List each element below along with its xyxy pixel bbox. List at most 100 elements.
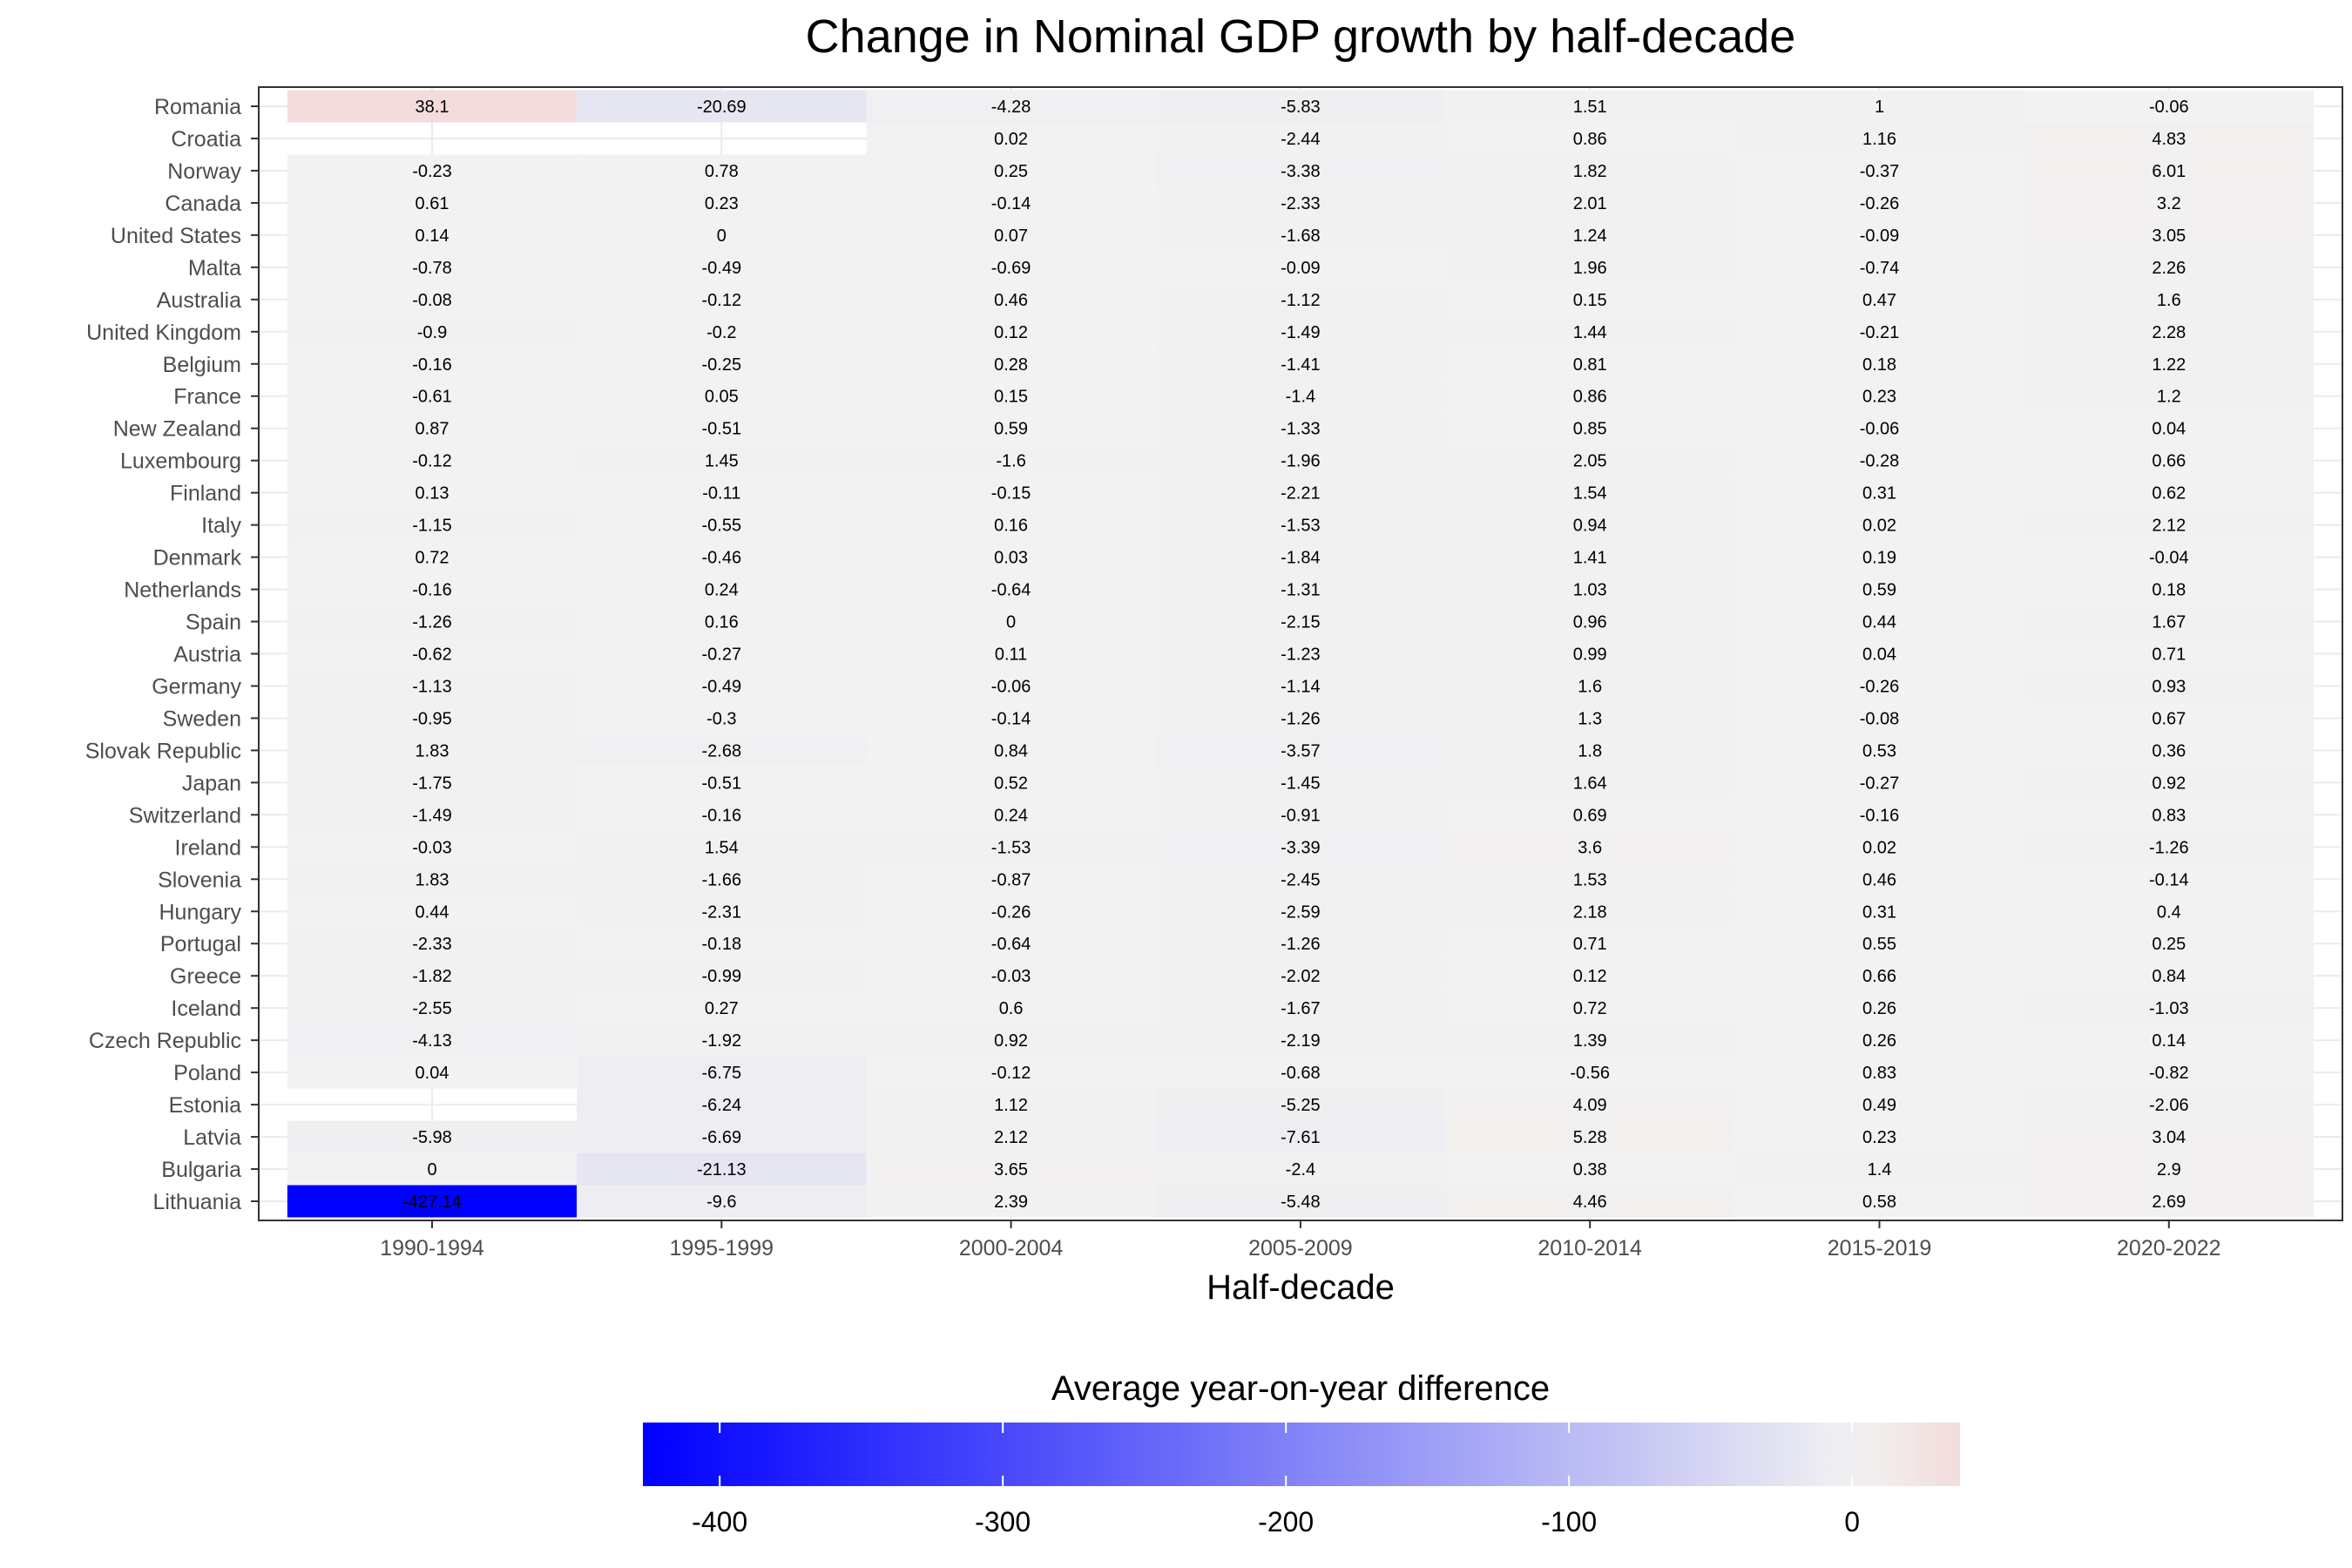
heatmap-cell [2024, 509, 2314, 542]
legend-tick-label: -300 [975, 1506, 1031, 1538]
cell-value-label: 0.46 [994, 291, 1028, 310]
heatmap-cell [1155, 573, 1446, 606]
heatmap-cell [866, 669, 1156, 702]
cell-value-label: 2.01 [1573, 194, 1607, 213]
heatmap-cell [1155, 251, 1446, 284]
cell-value-label: -2.4 [1286, 1160, 1315, 1179]
heatmap-cell [866, 1120, 1156, 1153]
heatmap-cell [1734, 959, 2024, 992]
cell-value-label: -21.13 [697, 1160, 747, 1179]
y-tick-label: Czech Republic [89, 1029, 241, 1053]
cell-value-label: 0.03 [994, 549, 1028, 568]
cell-value-label: -2.59 [1281, 902, 1321, 922]
cell-value-label: 0.71 [2152, 645, 2186, 665]
heatmap-cell [2024, 638, 2314, 670]
cell-value-label: -0.03 [991, 967, 1031, 986]
heatmap-cell [287, 605, 578, 639]
heatmap-cell [2024, 283, 2314, 316]
cell-value-label: 0 [1006, 613, 1016, 632]
heatmap-cell [1155, 154, 1446, 187]
heatmap-cell [1734, 476, 2024, 510]
cell-value-label: 1.24 [1573, 226, 1607, 246]
heatmap-cell [577, 605, 867, 639]
cell-value-label: -0.06 [2149, 98, 2189, 117]
cell-value-label: -0.49 [702, 259, 742, 278]
heatmap-cell [1445, 1152, 1735, 1186]
cell-value-label: -7.61 [1281, 1128, 1321, 1147]
cell-value-label: -0.09 [1281, 259, 1321, 278]
heatmap-cell [866, 412, 1156, 445]
heatmap-cell [1734, 219, 2024, 252]
heatmap-cell [1155, 669, 1446, 702]
cell-value-label: -0.55 [702, 517, 742, 536]
heatmap-cell [2024, 669, 2314, 702]
cell-value-label: 0.92 [2152, 774, 2186, 793]
cell-value-label: 0.05 [705, 388, 739, 407]
cell-value-label: 0.14 [2152, 1031, 2186, 1051]
heatmap-cell [2024, 927, 2314, 960]
cell-value-label: -0.51 [702, 420, 742, 439]
cell-value-label: 0.66 [2152, 452, 2186, 471]
cell-value-label: -1.26 [1281, 709, 1321, 728]
y-tick-label: Denmark [153, 546, 242, 571]
heatmap-cell [1155, 927, 1446, 960]
heatmap-cell [1734, 798, 2024, 831]
cell-value-label: -3.39 [1281, 838, 1321, 857]
cell-value-label: -2.06 [2149, 1096, 2189, 1115]
heatmap-cell [577, 380, 867, 413]
cell-value-label: 0.18 [2152, 581, 2186, 600]
cell-value-label: 0.84 [994, 741, 1028, 760]
cell-value-label: -1.49 [412, 806, 452, 825]
cell-value-label: 0.26 [1862, 1031, 1896, 1051]
cell-value-label: -0.9 [417, 323, 447, 342]
cell-value-label: 0.24 [994, 806, 1028, 825]
legend-color-bar [643, 1423, 1960, 1486]
legend-tick-label: -400 [692, 1506, 747, 1538]
heatmap-cell [866, 766, 1156, 799]
cell-value-label: 0.72 [416, 549, 449, 568]
x-tick-label: 2005-2009 [1248, 1236, 1353, 1260]
heatmap-cell [577, 638, 867, 670]
cell-value-label: 0.26 [1862, 999, 1896, 1018]
cell-value-label: -427.14 [402, 1193, 462, 1212]
cell-value-label: -1.49 [1281, 323, 1321, 342]
heatmap-cell [2024, 1152, 2314, 1186]
cell-value-label: 0.38 [1573, 1160, 1607, 1179]
cell-value-label: -2.21 [1281, 484, 1321, 504]
heatmap-cell [1445, 895, 1735, 928]
y-tick-label: Slovak Republic [85, 739, 241, 763]
heatmap-cell [2024, 154, 2314, 187]
cell-value-label: -5.98 [412, 1128, 452, 1147]
heatmap-cell [2024, 1185, 2314, 1218]
heatmap-cell [1155, 315, 1446, 348]
cell-value-label: -1.26 [2149, 838, 2189, 857]
heatmap-cell [1445, 638, 1735, 670]
cell-value-label: -1.53 [991, 838, 1031, 857]
heatmap-cell [287, 1024, 578, 1057]
heatmap-cell [577, 798, 867, 831]
heatmap-cell [866, 1088, 1156, 1121]
heatmap-cell [2024, 830, 2314, 863]
cell-value-label: -0.14 [991, 194, 1031, 213]
cell-value-label: -1.03 [2149, 999, 2189, 1018]
heatmap-cell [1734, 638, 2024, 670]
heatmap-cell [1734, 1152, 2024, 1186]
heatmap-cells [287, 90, 2314, 1218]
cell-value-label: 0.31 [1862, 902, 1896, 922]
cell-value-label: -1.41 [1281, 355, 1321, 375]
cell-value-label: -0.08 [1860, 709, 1900, 728]
cell-value-label: -0.78 [412, 259, 452, 278]
cell-value-label: 3.2 [2157, 194, 2181, 213]
cell-value-label: -2.19 [1281, 1031, 1321, 1051]
cell-value-label: 3.6 [1578, 838, 1602, 857]
cell-value-label: 0.02 [1862, 517, 1896, 536]
heatmap-cell [577, 1152, 867, 1186]
y-tick-label: Ireland [175, 835, 241, 860]
cell-value-label: 1.16 [1862, 130, 1896, 149]
heatmap-cell [287, 1185, 578, 1218]
cell-value-label: 0.49 [1862, 1096, 1896, 1115]
heatmap-cell [2024, 766, 2314, 799]
heatmap-cell [866, 991, 1156, 1024]
y-tick-label: Greece [170, 964, 241, 989]
heatmap-cell [866, 380, 1156, 413]
